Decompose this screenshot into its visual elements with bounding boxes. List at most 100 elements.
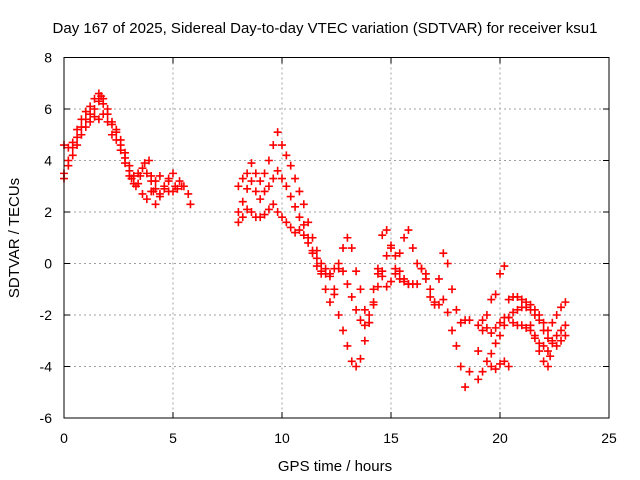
data-point xyxy=(86,102,95,111)
data-point xyxy=(482,311,491,319)
data-point xyxy=(535,311,544,319)
data-point xyxy=(352,362,361,371)
series-9 xyxy=(474,262,570,356)
data-point xyxy=(530,334,539,343)
data-point xyxy=(282,151,291,160)
data-point xyxy=(360,336,369,345)
data-point xyxy=(513,292,522,301)
data-point xyxy=(256,177,265,186)
data-point xyxy=(356,354,365,363)
y-tick-label: 2 xyxy=(44,204,52,220)
data-point xyxy=(417,264,426,273)
data-point xyxy=(282,182,291,191)
data-point xyxy=(234,218,243,227)
data-point xyxy=(90,94,99,103)
data-point xyxy=(395,274,404,283)
data-point xyxy=(247,177,256,186)
data-point xyxy=(312,262,321,271)
y-tick-label: 6 xyxy=(44,101,52,117)
data-point xyxy=(330,264,339,273)
data-point xyxy=(286,223,295,232)
data-point xyxy=(321,264,330,273)
data-point xyxy=(251,187,260,196)
data-point xyxy=(238,213,247,222)
data-point xyxy=(256,213,265,222)
data-point xyxy=(299,200,308,209)
data-point xyxy=(112,128,121,137)
data-point xyxy=(64,143,73,152)
data-point xyxy=(526,321,535,330)
data-point xyxy=(94,115,103,124)
data-point xyxy=(138,189,147,198)
data-point xyxy=(86,110,95,119)
x-tick-label: 20 xyxy=(492,430,508,446)
data-point xyxy=(103,117,112,126)
data-point xyxy=(413,259,422,268)
data-point xyxy=(251,169,260,178)
data-point xyxy=(286,192,295,201)
data-point xyxy=(169,187,177,196)
data-point xyxy=(548,318,557,327)
data-point xyxy=(504,295,513,304)
data-point xyxy=(347,292,356,301)
data-point xyxy=(107,130,116,139)
data-point xyxy=(360,305,369,314)
data-point xyxy=(500,357,509,366)
data-point xyxy=(400,233,409,242)
y-tick-label: 8 xyxy=(44,50,52,66)
data-point xyxy=(378,272,387,281)
data-point xyxy=(260,169,269,178)
data-point xyxy=(552,331,561,340)
data-point xyxy=(426,292,435,301)
data-point xyxy=(456,318,465,327)
data-point xyxy=(334,259,343,268)
data-point xyxy=(273,208,282,216)
y-tick-label: 0 xyxy=(44,256,52,272)
data-point xyxy=(487,329,496,338)
y-tick-label: 4 xyxy=(44,153,52,169)
data-point xyxy=(347,244,356,253)
data-point xyxy=(535,347,544,356)
y-axis-label: SDTVAR / TECUs xyxy=(6,178,23,298)
data-point xyxy=(343,233,352,242)
data-point xyxy=(330,290,339,299)
data-point xyxy=(482,357,491,366)
data-point xyxy=(247,208,256,216)
data-point xyxy=(291,202,300,211)
data-point xyxy=(142,195,151,204)
y-tick-label: -6 xyxy=(40,410,53,426)
data-point xyxy=(68,151,77,160)
data-point xyxy=(522,298,531,307)
data-point xyxy=(539,318,548,327)
data-point xyxy=(391,269,400,278)
data-point xyxy=(269,141,278,150)
data-point xyxy=(243,184,252,193)
data-point xyxy=(186,200,195,209)
data-point xyxy=(138,164,147,173)
data-point xyxy=(439,295,448,304)
data-point xyxy=(452,305,461,314)
data-point xyxy=(321,285,330,294)
data-point xyxy=(312,254,321,263)
x-axis-label: GPS time / hours xyxy=(278,458,392,475)
data-point xyxy=(260,210,269,219)
data-point xyxy=(365,311,374,319)
data-point xyxy=(295,187,304,196)
data-point xyxy=(234,182,243,191)
data-point xyxy=(90,105,99,113)
data-point xyxy=(107,120,116,129)
data-point xyxy=(378,231,387,240)
data-point xyxy=(81,107,90,116)
chart-title: Day 167 of 2025, Sidereal Day-to-day VTE… xyxy=(53,20,598,37)
data-point xyxy=(478,367,487,376)
data-point xyxy=(496,318,504,327)
data-point xyxy=(343,341,352,350)
data-point xyxy=(413,280,422,289)
data-point xyxy=(325,298,334,307)
data-point xyxy=(356,316,365,325)
data-point xyxy=(421,274,430,283)
data-point xyxy=(391,251,400,260)
data-point xyxy=(68,138,77,147)
series-4 xyxy=(234,128,474,327)
data-point xyxy=(373,282,382,291)
